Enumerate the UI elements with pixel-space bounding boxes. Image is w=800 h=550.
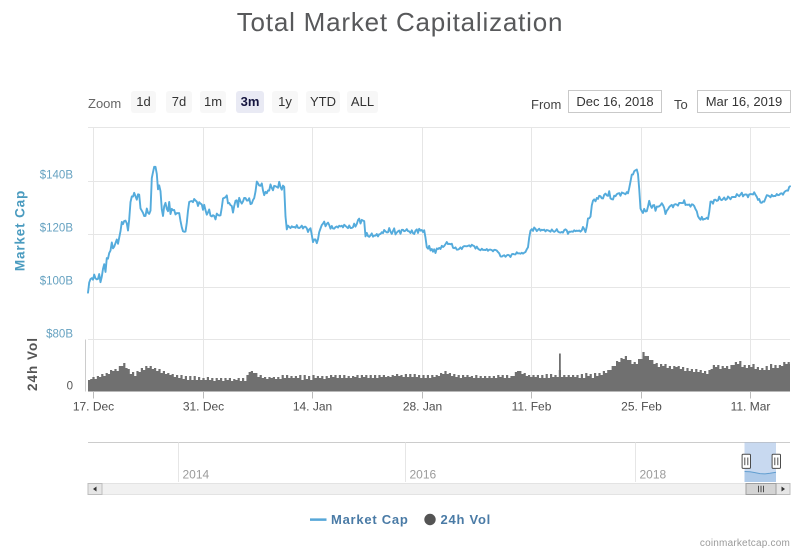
svg-text:$80B: $80B [46,329,73,341]
svg-text:Market Cap: Market Cap [13,190,28,271]
svg-text:$120B: $120B [40,223,74,235]
svg-text:0: 0 [67,381,73,393]
svg-text:11. Feb: 11. Feb [512,400,552,414]
svg-text:2014: 2014 [183,468,210,482]
svg-text:25. Feb: 25. Feb [621,400,662,414]
svg-text:$100B: $100B [40,276,74,288]
svg-text:11. Mar: 11. Mar [731,400,771,414]
svg-text:14. Jan: 14. Jan [293,400,332,414]
svg-text:31. Dec: 31. Dec [183,400,224,414]
svg-text:coinmarketcap.com: coinmarketcap.com [700,538,790,549]
svg-text:2018: 2018 [640,468,667,482]
svg-text:24h Vol: 24h Vol [25,337,40,391]
svg-text:17. Dec: 17. Dec [73,400,114,414]
svg-text:24h Vol: 24h Vol [441,512,492,527]
svg-text:$140B: $140B [40,170,74,182]
svg-text:2016: 2016 [410,468,437,482]
svg-text:28. Jan: 28. Jan [403,400,442,414]
svg-text:Market Cap: Market Cap [331,512,409,527]
